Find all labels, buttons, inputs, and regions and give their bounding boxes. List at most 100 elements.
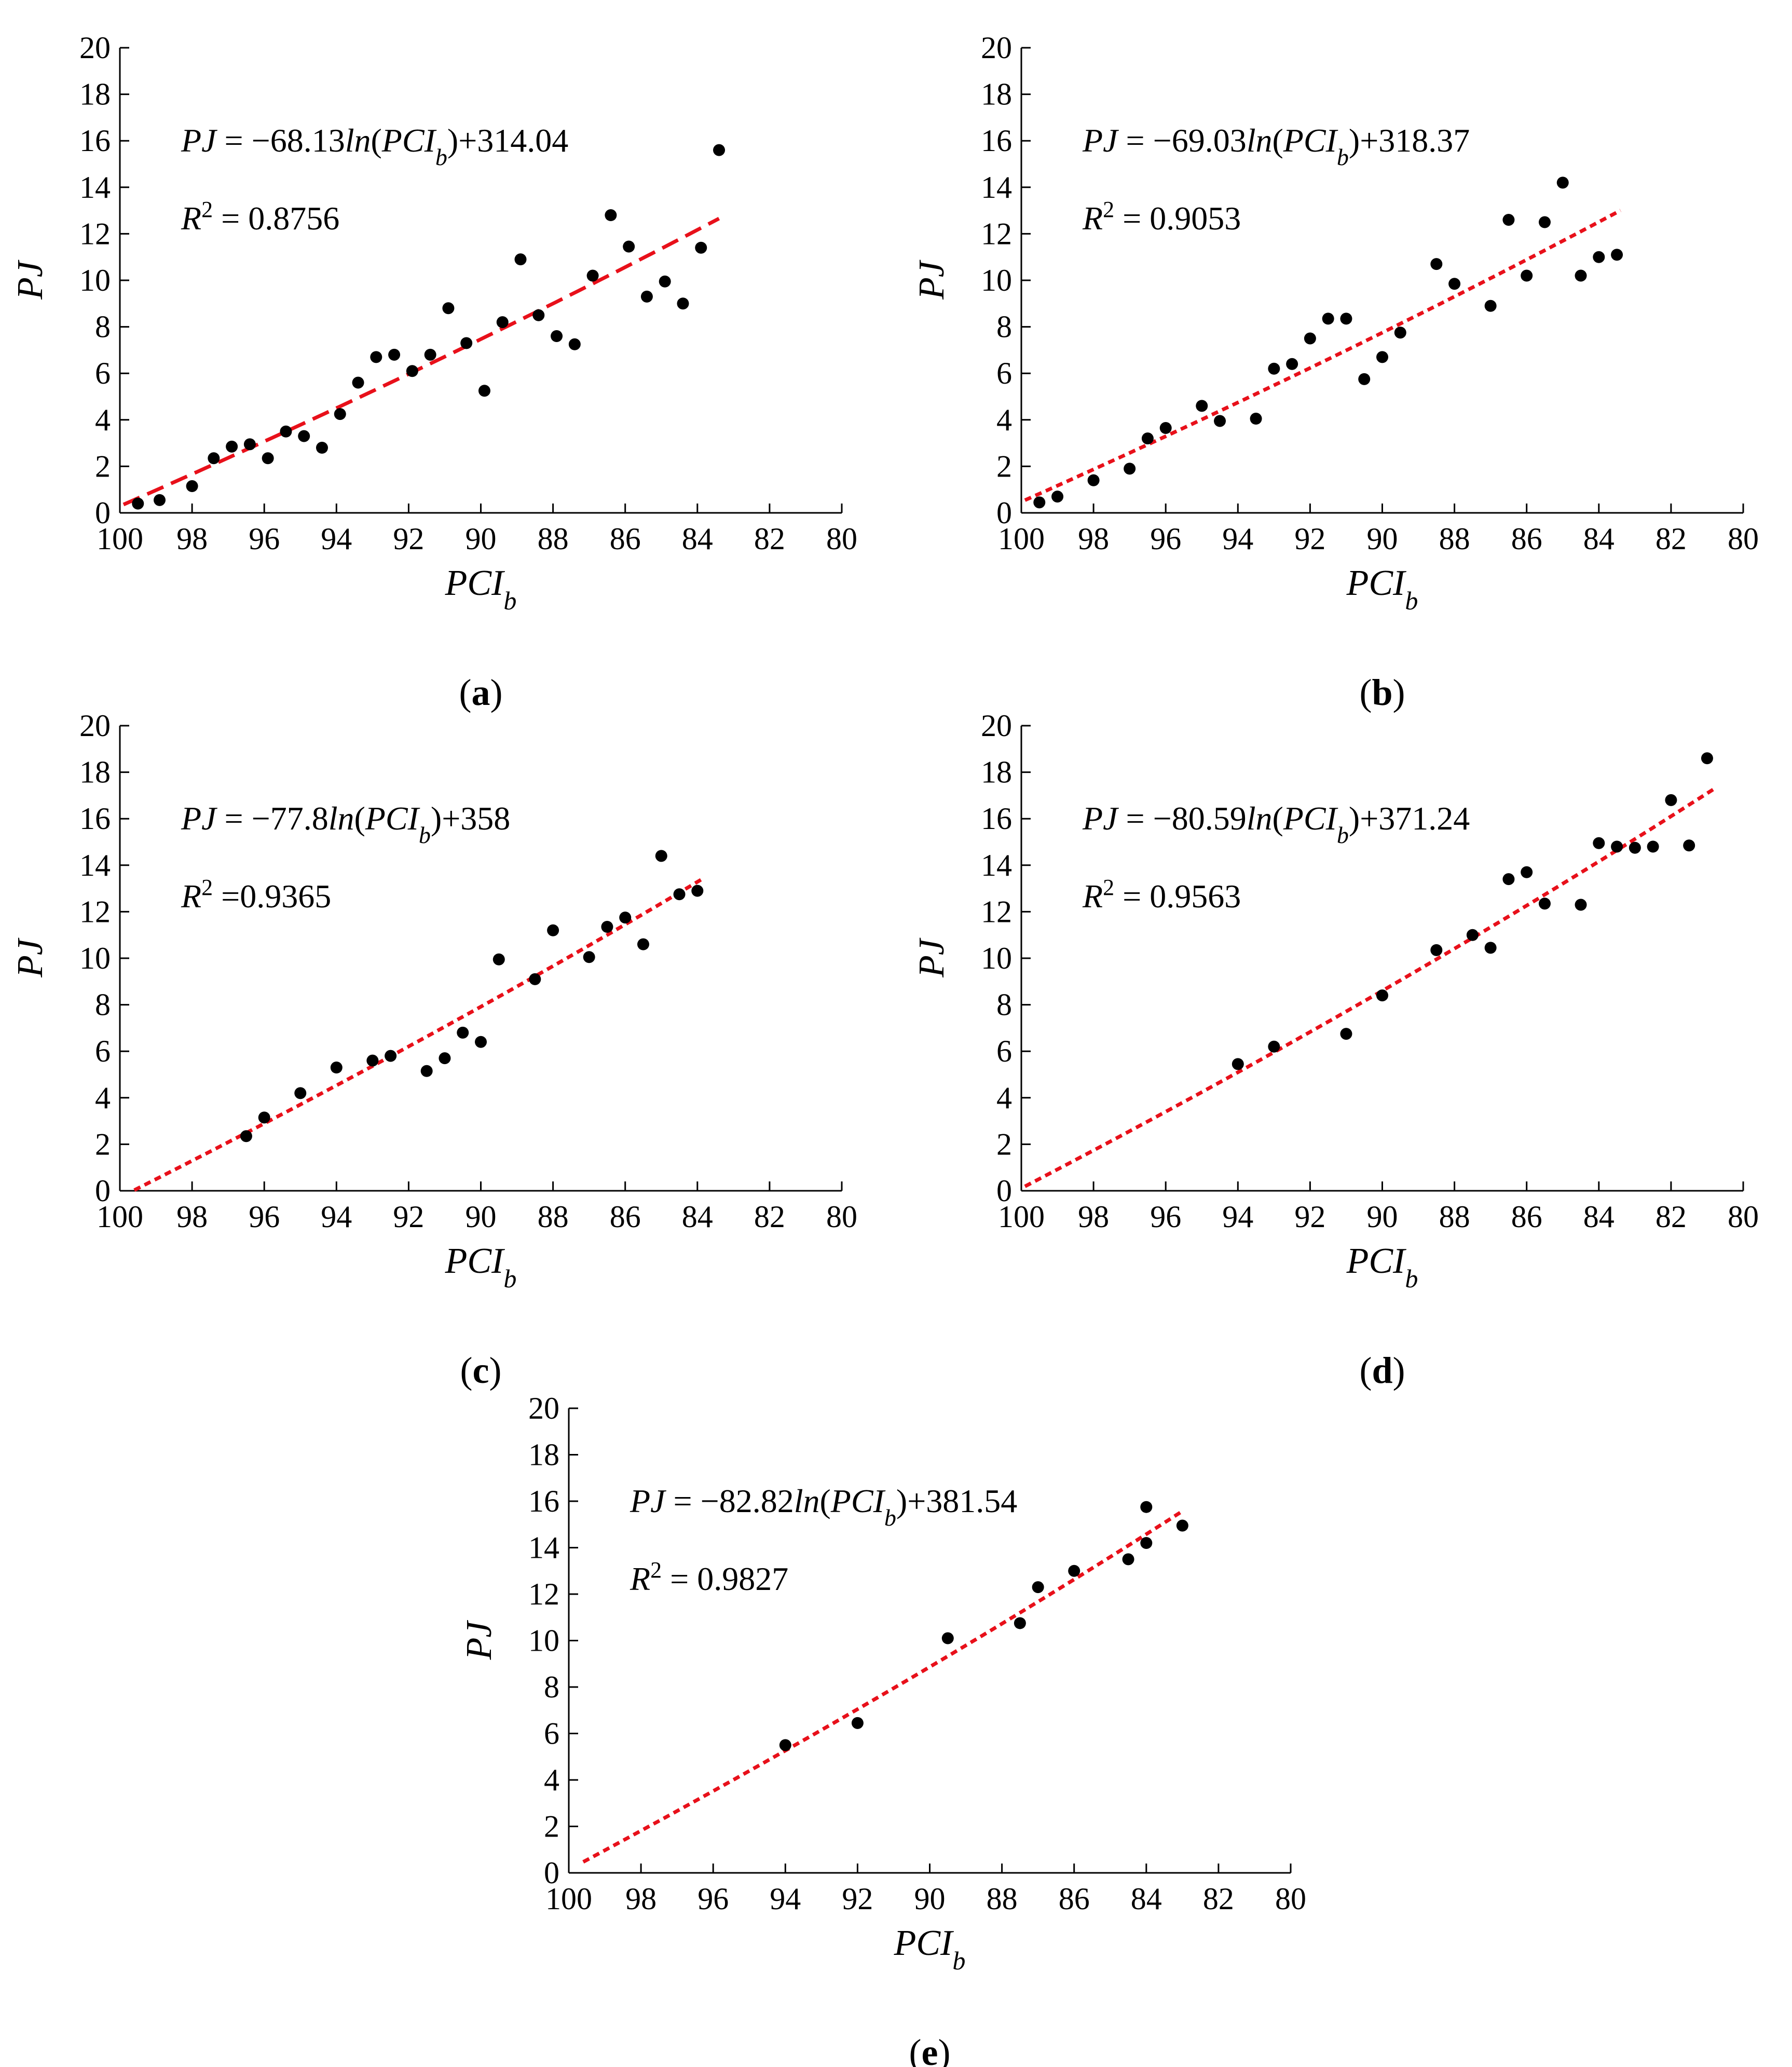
data-point bbox=[514, 253, 527, 266]
r2-prefix: R bbox=[1082, 200, 1103, 237]
x-tick-label: 100 bbox=[998, 1200, 1045, 1234]
eq-const: +381.54 bbox=[907, 1483, 1017, 1519]
r2-prefix: R bbox=[630, 1560, 650, 1597]
r2-value: = 0.9053 bbox=[1114, 200, 1241, 237]
x-tick-label: 88 bbox=[538, 522, 569, 556]
eq-lhs: PJ bbox=[1082, 122, 1119, 159]
eq-arg: PCI bbox=[830, 1483, 886, 1519]
panel-label-open: ( bbox=[459, 672, 472, 713]
y-tick-label: 8 bbox=[95, 310, 111, 344]
data-point bbox=[316, 442, 328, 454]
data-point bbox=[713, 144, 726, 156]
data-point bbox=[655, 850, 667, 862]
data-point bbox=[298, 430, 310, 442]
data-point bbox=[1140, 1537, 1153, 1549]
eq-arg-sub: b bbox=[1337, 822, 1349, 848]
y-tick-label: 20 bbox=[981, 31, 1012, 65]
eq-equals: = bbox=[665, 1483, 701, 1519]
x-tick-label: 82 bbox=[754, 1200, 785, 1234]
y-tick-label: 4 bbox=[996, 403, 1012, 437]
data-point bbox=[605, 209, 617, 222]
r2-prefix: R bbox=[1082, 878, 1103, 915]
data-point bbox=[623, 240, 635, 253]
y-tick-label: 12 bbox=[528, 1577, 559, 1611]
y-tick-label: 20 bbox=[981, 709, 1012, 743]
y-tick-label: 12 bbox=[981, 894, 1012, 929]
data-point bbox=[640, 290, 653, 303]
y-tick-label: 10 bbox=[981, 941, 1012, 975]
x-tick-label: 96 bbox=[249, 522, 280, 556]
x-tick-label: 86 bbox=[1511, 1200, 1542, 1234]
y-tick-label: 10 bbox=[528, 1624, 559, 1658]
data-point bbox=[1611, 249, 1623, 261]
y-tick-label: 14 bbox=[79, 848, 111, 882]
data-point bbox=[1140, 1501, 1153, 1513]
panel-label: (d) bbox=[1359, 1350, 1405, 1391]
y-tick-label: 20 bbox=[528, 1391, 559, 1425]
data-point bbox=[1593, 251, 1605, 263]
panel-label-open: ( bbox=[1359, 1350, 1372, 1391]
eq-arg-sub: b bbox=[435, 144, 447, 170]
eq-const: +314.04 bbox=[458, 122, 568, 159]
data-point bbox=[1430, 944, 1443, 956]
eq-const: +371.24 bbox=[1360, 800, 1470, 837]
x-tick-label: 80 bbox=[1728, 1200, 1759, 1234]
x-tick-label: 98 bbox=[176, 1200, 208, 1234]
y-tick-label: 4 bbox=[95, 403, 111, 437]
data-point bbox=[280, 425, 292, 438]
data-point bbox=[547, 924, 559, 936]
r2-prefix: R bbox=[181, 200, 201, 237]
data-point bbox=[1358, 373, 1371, 385]
data-point bbox=[460, 337, 473, 349]
y-tick-label: 16 bbox=[79, 801, 111, 836]
eq-close-paren: ) bbox=[447, 122, 458, 159]
y-tick-label: 8 bbox=[996, 988, 1012, 1022]
data-point bbox=[677, 297, 689, 310]
data-point bbox=[779, 1739, 791, 1751]
y-axis-label: PJ bbox=[912, 937, 952, 978]
fit-equation: PJ = −80.59ln(PCIb)+371.24 bbox=[1082, 800, 1470, 848]
x-tick-label: 94 bbox=[770, 1882, 801, 1916]
panel-label-letter: b bbox=[1372, 672, 1392, 713]
x-axis-label-main: PCI bbox=[894, 1923, 954, 1963]
data-point bbox=[1304, 332, 1316, 345]
eq-open-paren: ( bbox=[1272, 800, 1283, 837]
data-point bbox=[1268, 362, 1280, 375]
eq-equals: = bbox=[1118, 122, 1153, 159]
y-tick-label: 0 bbox=[95, 1174, 111, 1208]
y-tick-label: 18 bbox=[79, 755, 111, 790]
x-tick-label: 96 bbox=[249, 1200, 280, 1234]
y-axis-label: PJ bbox=[459, 1620, 499, 1661]
eq-fn: ln bbox=[329, 800, 354, 837]
panel-label-letter: a bbox=[472, 672, 490, 713]
y-tick-label: 16 bbox=[528, 1484, 559, 1518]
x-tick-label: 100 bbox=[97, 1200, 143, 1234]
r-squared: R2 = 0.8756 bbox=[181, 197, 339, 237]
eq-fn: ln bbox=[1247, 122, 1273, 159]
data-point bbox=[1122, 1553, 1134, 1566]
y-tick-label: 12 bbox=[79, 216, 111, 251]
data-point bbox=[1521, 866, 1533, 878]
fit-line bbox=[133, 876, 706, 1192]
panel-label: (b) bbox=[1359, 672, 1405, 713]
y-tick-label: 2 bbox=[996, 1127, 1012, 1161]
x-tick-label: 80 bbox=[826, 522, 857, 556]
x-axis-label: PCIb bbox=[1346, 1241, 1418, 1293]
x-tick-label: 98 bbox=[625, 1882, 656, 1916]
x-tick-label: 94 bbox=[1222, 1200, 1253, 1234]
panel-label-letter: d bbox=[1372, 1350, 1392, 1391]
y-tick-label: 14 bbox=[981, 170, 1012, 205]
x-axis-label: PCIb bbox=[445, 1241, 517, 1293]
x-tick-label: 88 bbox=[987, 1882, 1018, 1916]
eq-arg: PCI bbox=[381, 122, 437, 159]
x-axis-label-sub: b bbox=[1405, 1264, 1418, 1293]
panel-b: 100 98 96 94 92 90 88 86 84 82 80 0 2 4 6 8 10 12 14 16 18 20… bbox=[912, 31, 1759, 713]
x-tick-label: 86 bbox=[610, 1200, 641, 1234]
x-axis-label-main: PCI bbox=[445, 563, 505, 603]
data-point bbox=[1502, 214, 1515, 226]
x-tick-label: 90 bbox=[466, 1200, 497, 1234]
x-axis-label: PCIb bbox=[894, 1923, 966, 1975]
data-point bbox=[154, 494, 166, 506]
eq-coef: −68.13 bbox=[252, 122, 345, 159]
